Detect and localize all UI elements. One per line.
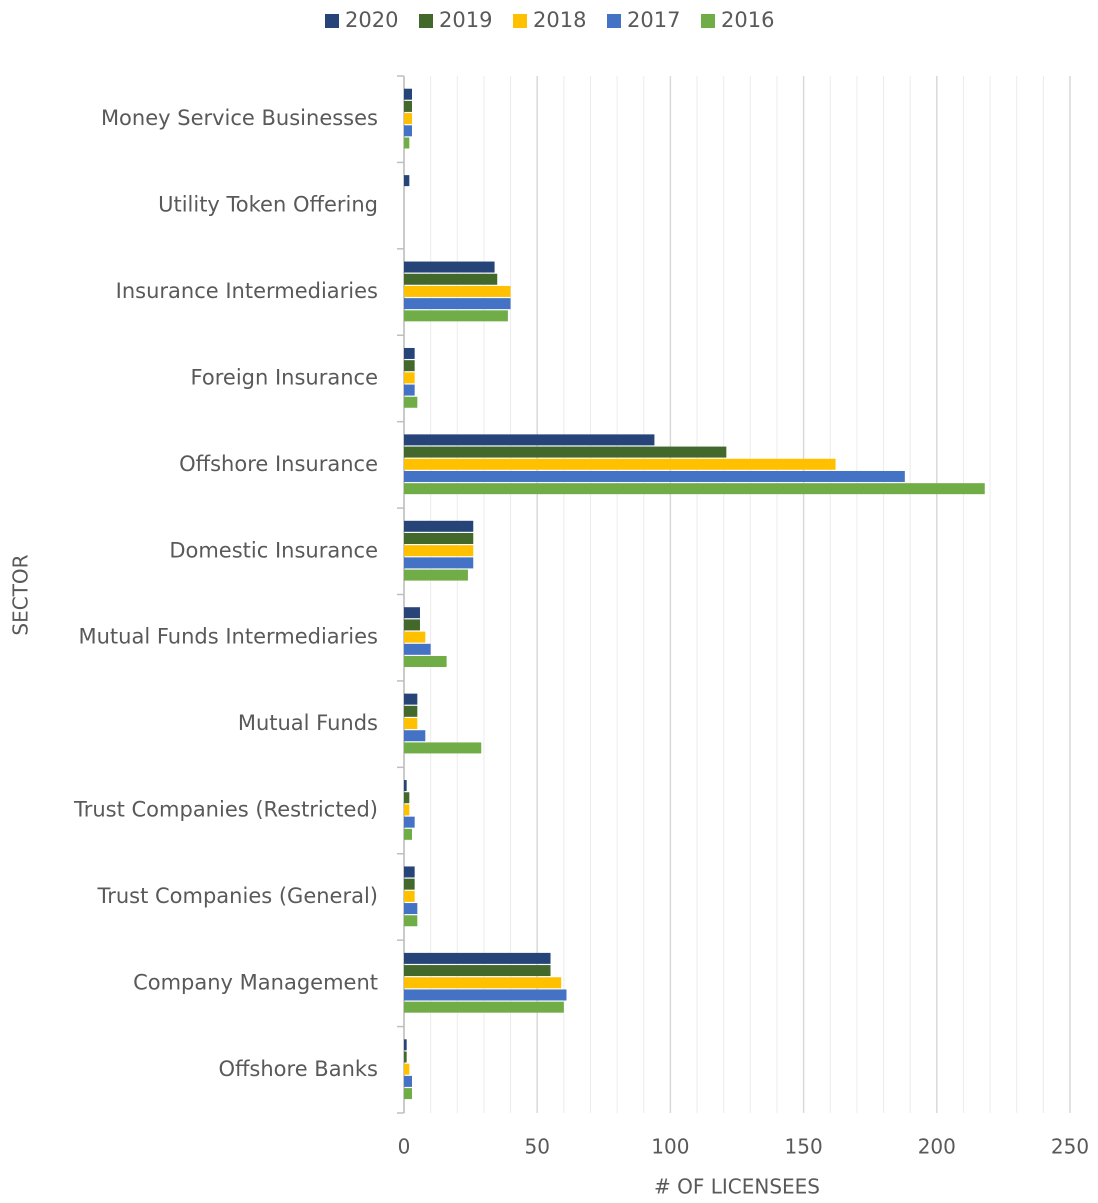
bar <box>404 458 836 470</box>
legend-swatch <box>607 14 621 28</box>
bar <box>404 261 495 273</box>
x-tick-label: 50 <box>524 1135 549 1159</box>
x-tick-label: 150 <box>785 1135 823 1159</box>
bar <box>404 310 508 322</box>
bar <box>404 965 551 977</box>
y-tick-label: Trust Companies (Restricted) <box>73 798 378 822</box>
bar <box>404 446 727 458</box>
y-tick-label: Offshore Banks <box>218 1057 378 1081</box>
bar <box>404 137 410 149</box>
bar <box>404 298 511 310</box>
legend-swatch <box>513 14 527 28</box>
y-tick-label: Mutual Funds <box>238 711 378 735</box>
bar <box>404 742 482 754</box>
y-axis-title: SECTOR <box>9 554 33 635</box>
legend-swatch <box>701 14 715 28</box>
legend-label: 2016 <box>721 8 774 32</box>
bar <box>404 718 418 730</box>
x-tick-label: 250 <box>1051 1135 1089 1159</box>
bar <box>404 545 474 557</box>
bar <box>404 372 415 384</box>
y-tick-label: Utility Token Offering <box>158 193 378 217</box>
legend-label: 2019 <box>439 8 492 32</box>
x-tick-label: 200 <box>918 1135 956 1159</box>
bar <box>404 483 985 495</box>
bar <box>404 730 426 742</box>
bar <box>404 619 420 631</box>
y-tick-label: Mutual Funds Intermediaries <box>78 625 378 649</box>
bar <box>404 557 474 569</box>
bar <box>404 88 412 100</box>
bar <box>404 347 415 359</box>
bar <box>404 100 412 112</box>
bar <box>404 780 407 792</box>
bar <box>404 977 562 989</box>
bar <box>404 113 412 125</box>
y-tick-label: Domestic Insurance <box>169 538 378 562</box>
legend-swatch <box>325 14 339 28</box>
bar <box>404 384 415 396</box>
x-tick-label: 0 <box>398 1135 411 1159</box>
y-tick-label: Offshore Insurance <box>179 452 378 476</box>
legend-label: 2018 <box>533 8 586 32</box>
y-tick-label: Company Management <box>133 970 378 994</box>
bar <box>404 434 655 446</box>
legend-label: 2017 <box>627 8 680 32</box>
bar <box>404 273 498 285</box>
bar <box>404 1075 412 1087</box>
bar <box>404 816 415 828</box>
bar <box>404 175 410 187</box>
bar <box>404 693 418 705</box>
bar <box>404 631 426 643</box>
bar <box>404 360 415 372</box>
bar <box>404 890 415 902</box>
bar <box>404 792 410 804</box>
bar <box>404 285 511 297</box>
bar <box>404 866 415 878</box>
bar <box>404 878 415 890</box>
bar <box>404 656 447 668</box>
bar <box>404 1063 410 1075</box>
bar <box>404 1051 407 1063</box>
bar <box>404 569 468 581</box>
bar <box>404 989 567 1001</box>
bar <box>404 470 905 482</box>
bar <box>404 125 412 137</box>
bar <box>404 1088 412 1100</box>
y-tick-label: Money Service Businesses <box>101 106 378 130</box>
bar <box>404 1001 564 1013</box>
bar <box>404 396 418 408</box>
bar <box>404 705 418 717</box>
bar <box>404 804 410 816</box>
legend-label: 2020 <box>345 8 398 32</box>
bar <box>404 952 551 964</box>
bar <box>404 915 418 927</box>
y-tick-label: Foreign Insurance <box>191 365 378 389</box>
bar <box>404 607 420 619</box>
bar <box>404 903 418 915</box>
bar <box>404 520 474 532</box>
y-tick-label: Trust Companies (General) <box>96 884 378 908</box>
bar <box>404 643 431 655</box>
x-tick-label: 100 <box>651 1135 689 1159</box>
bar <box>404 1039 407 1051</box>
bar <box>404 828 412 840</box>
legend-swatch <box>419 14 433 28</box>
bar <box>404 532 474 544</box>
y-tick-label: Insurance Intermediaries <box>116 279 378 303</box>
x-axis-title: # OF LICENSEES <box>654 1175 820 1199</box>
